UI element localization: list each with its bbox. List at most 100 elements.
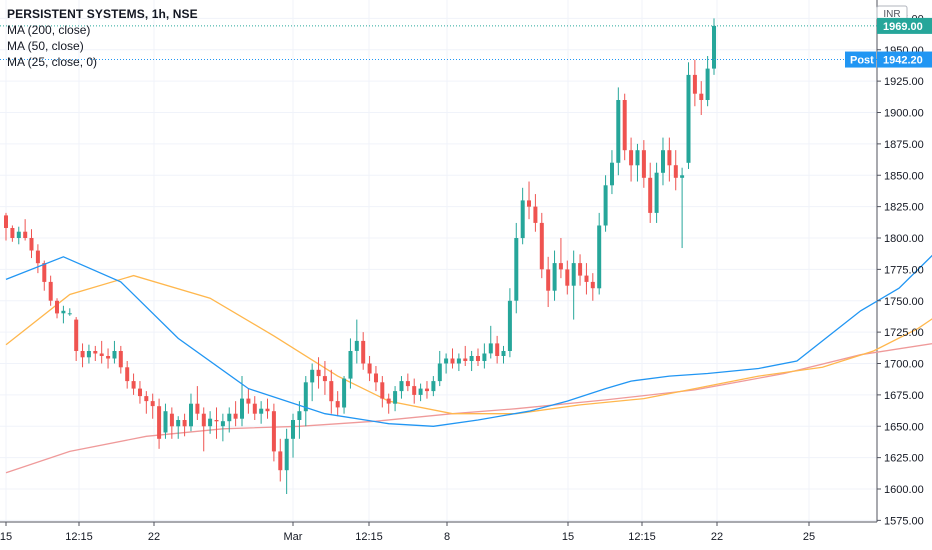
candle-body <box>444 358 449 364</box>
candle-body <box>195 403 200 414</box>
candle-body <box>425 388 429 392</box>
price-tick-label: 1725.00 <box>884 327 924 339</box>
candle-body <box>297 411 302 420</box>
candle-body <box>125 367 130 382</box>
legend-symbol-title[interactable]: PERSISTENT SYSTEMS, 1h, NSE <box>7 7 198 21</box>
time-tick-label: 12:15 <box>628 531 656 543</box>
price-tick-label: 1925.00 <box>884 76 924 88</box>
candle-body <box>354 340 359 351</box>
candle-body <box>74 319 79 351</box>
candle-body <box>386 398 391 404</box>
candle-body <box>342 378 347 408</box>
candle-body <box>648 177 653 213</box>
price-tick-label: 1875.00 <box>884 139 924 151</box>
post-badge-label: Post <box>850 55 874 67</box>
candle-body <box>86 351 91 358</box>
candle-body <box>4 215 8 228</box>
candle-body <box>654 172 659 213</box>
candle-body <box>278 451 283 471</box>
candle-body <box>93 351 98 354</box>
time-tick-label: 8 <box>444 531 450 543</box>
candle-body <box>622 100 627 151</box>
candle-body <box>150 401 155 407</box>
candle-body <box>661 150 665 173</box>
candle-body <box>284 438 289 471</box>
candle-body <box>673 165 678 178</box>
candle-body <box>348 351 353 379</box>
candle-body <box>533 206 538 223</box>
price-tick-label: 1575.00 <box>884 515 924 527</box>
candle-body <box>176 420 181 427</box>
candle-body <box>335 401 340 408</box>
candle-body <box>303 382 308 412</box>
candle-body <box>329 381 334 402</box>
candle-body <box>686 74 691 163</box>
candle-body <box>539 222 544 270</box>
candle-body <box>463 358 468 361</box>
candle-body <box>55 300 59 314</box>
candle-body <box>233 413 238 419</box>
candle-body <box>112 351 117 359</box>
candle-body <box>584 275 589 282</box>
candle-body <box>259 408 264 414</box>
candle-body <box>61 310 66 314</box>
ma50-line <box>5 274 932 415</box>
candle-body <box>635 150 640 166</box>
candle-body <box>80 351 85 358</box>
time-tick-label: 25 <box>803 531 815 543</box>
legend-ma200[interactable]: MA (200, close) <box>7 23 91 37</box>
candle-body <box>712 25 716 69</box>
candle-body <box>667 150 672 166</box>
candle-body <box>189 403 193 427</box>
last-price-badge <box>877 17 932 34</box>
candle-body <box>469 356 474 361</box>
candle-body <box>405 381 410 387</box>
candle-body <box>208 418 213 427</box>
candle-body <box>201 413 206 427</box>
ma25-line <box>5 254 932 427</box>
candle-body <box>374 373 378 383</box>
candle-body <box>603 185 608 226</box>
candle-body <box>42 263 47 282</box>
price-tick-label: 1700.00 <box>884 359 924 371</box>
legend-ma25[interactable]: MA (25, close, 0) <box>7 55 98 69</box>
legend-ma50[interactable]: MA (50, close) <box>7 39 84 53</box>
candle-body <box>476 356 480 361</box>
candle-body <box>616 100 621 163</box>
time-tick-label: 22 <box>148 531 160 543</box>
candle-body <box>246 398 251 404</box>
candle-body <box>699 93 704 100</box>
candle-body <box>488 343 493 354</box>
candle-body <box>240 398 244 419</box>
candle-body <box>106 356 111 359</box>
candle-body <box>118 351 123 368</box>
currency-label: INR <box>883 9 900 20</box>
chart-legend: PERSISTENT SYSTEMS, 1h, NSE MA (200, clo… <box>7 6 198 70</box>
candle-body <box>546 269 551 291</box>
candle-body <box>431 381 436 392</box>
time-tick-label: 15 <box>562 531 574 543</box>
time-tick-label: Mar <box>284 531 303 543</box>
candle-body <box>399 381 404 392</box>
candle-body <box>610 162 614 186</box>
candle-body <box>131 381 136 389</box>
candle-body <box>227 413 232 422</box>
candle-body <box>310 369 315 383</box>
time-tick-label: 12:15 <box>65 531 93 543</box>
price-tick-label: 1625.00 <box>884 453 924 465</box>
candle-body <box>558 263 563 270</box>
price-tick-label: 1850.00 <box>884 170 924 182</box>
candle-body <box>456 358 461 364</box>
time-tick-label: 15 <box>0 531 12 543</box>
candle-body <box>412 386 417 395</box>
candle-body <box>10 228 15 238</box>
price-tick-label: 1750.00 <box>884 296 924 308</box>
price-tick-label: 1800.00 <box>884 233 924 245</box>
post-badge <box>845 51 876 68</box>
candle-body <box>393 391 398 404</box>
candle-body <box>138 388 142 397</box>
candle-body <box>597 225 602 289</box>
candle-body <box>252 403 257 414</box>
